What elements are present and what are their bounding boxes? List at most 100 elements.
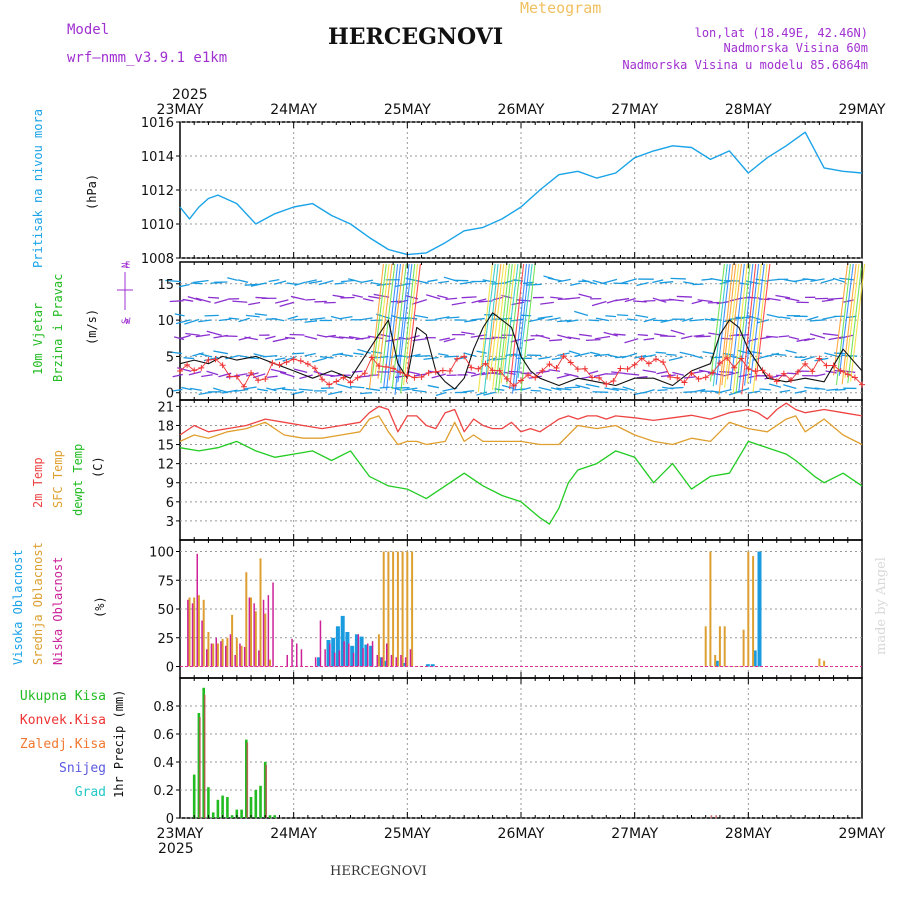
wind-barb	[285, 336, 296, 340]
wind-hatch	[509, 263, 525, 390]
wind-barb	[265, 335, 276, 340]
wind-barb	[225, 354, 240, 360]
wind-barb	[767, 297, 781, 301]
cloud-bar	[243, 647, 246, 667]
wind-barb	[670, 329, 685, 335]
cloud-bar	[221, 638, 224, 667]
wind-gust-marker	[752, 368, 759, 375]
wind-barb	[348, 278, 363, 284]
wind-barb	[218, 318, 231, 322]
wind-gust-marker	[660, 359, 667, 366]
wind-barb	[557, 319, 572, 323]
wind-barb	[334, 282, 345, 285]
cloud-bar	[326, 640, 331, 667]
cloud-bar	[752, 556, 755, 667]
wind-barb	[167, 351, 182, 355]
wind-barb	[595, 317, 610, 322]
cloud-bar	[340, 615, 345, 667]
precip-legend-item: Grad	[75, 785, 106, 800]
wind-gust-marker	[205, 356, 212, 363]
wind-barb	[642, 389, 655, 394]
cloud-bar	[235, 637, 238, 667]
wind-barb	[272, 337, 289, 343]
wind-barb	[192, 279, 209, 284]
wind-barb	[547, 277, 563, 282]
wind-barb	[800, 355, 815, 362]
wind-gust-marker	[375, 363, 382, 370]
year-top: 2025	[172, 87, 208, 103]
temp-ylabel3: dewpt Temp	[71, 444, 85, 516]
date-label-top: 27MAY	[611, 102, 658, 118]
cloud-bar	[386, 643, 388, 667]
wind-barb	[362, 297, 374, 302]
wind-gust-marker	[283, 359, 290, 366]
wind-barb	[423, 356, 439, 361]
wind-barb	[815, 373, 826, 377]
date-label-bottom: 25MAY	[384, 826, 431, 842]
wind-barb	[293, 368, 308, 374]
wind-barb	[471, 317, 485, 321]
wind-barb	[218, 372, 232, 378]
cloud-bar	[212, 643, 215, 667]
wind-gust-marker	[652, 356, 659, 363]
wind-barb	[503, 371, 516, 375]
wind-barb	[604, 387, 619, 392]
wind-barb	[192, 352, 204, 357]
cloud-bar	[206, 649, 208, 667]
cloud-bar	[718, 626, 721, 667]
wind-barb	[279, 301, 295, 308]
wind-hatch	[718, 263, 734, 395]
pressure-line	[179, 131, 863, 256]
wind-barb	[411, 298, 427, 305]
wind-barb	[294, 281, 306, 286]
wind-barb	[187, 296, 202, 302]
wind-gust-marker	[844, 371, 851, 378]
cloud-bar	[404, 657, 407, 667]
wind-gust-marker	[219, 362, 226, 369]
cloud-bar	[348, 643, 350, 667]
wind-barb	[637, 333, 648, 337]
cloud-bar	[396, 551, 399, 667]
cloud-bar	[319, 620, 322, 667]
wind-barb	[528, 317, 545, 323]
wind-barb	[814, 357, 829, 362]
wind-barb	[232, 300, 248, 303]
cloud-bar	[317, 657, 321, 667]
wind-barb	[355, 336, 371, 341]
wind-barb	[684, 376, 697, 379]
wind-barb	[689, 318, 705, 322]
date-label-top: 28MAY	[725, 102, 772, 118]
wind-barb	[412, 338, 428, 342]
wind-barb	[683, 281, 695, 285]
wind-barb	[290, 295, 306, 301]
cloud-bar	[401, 551, 404, 667]
wind-barb	[267, 375, 278, 379]
cloud-bar	[324, 649, 326, 667]
wind-barb	[174, 336, 185, 341]
wind-barb	[826, 388, 839, 392]
wind-barb	[357, 348, 371, 354]
wind-barb	[371, 350, 383, 354]
wind-barb	[702, 351, 715, 355]
cloud-bar	[229, 634, 232, 667]
wind-barb	[463, 352, 477, 357]
wind-barb	[779, 389, 791, 393]
wind-hatch	[721, 263, 737, 386]
wind-barb	[846, 315, 857, 319]
wind-barb	[759, 388, 771, 391]
wind-barb	[652, 279, 664, 284]
cloud-bar	[272, 582, 274, 667]
wind-barb	[695, 335, 711, 338]
cloud-bar	[402, 663, 407, 667]
precip-ylabel: 1hr Precip (mm)	[112, 690, 126, 798]
wind-hatch	[511, 263, 528, 394]
y-tick-label: 100	[149, 546, 174, 561]
wind-barb	[623, 372, 640, 376]
wind-barb	[827, 297, 844, 300]
cloud-bar	[752, 650, 757, 667]
wind-gust-marker	[667, 373, 674, 380]
cloud-bar	[269, 659, 271, 667]
wind-barb	[273, 280, 287, 285]
y-tick-label: 15	[157, 439, 174, 454]
wind-gust-marker	[560, 352, 567, 359]
